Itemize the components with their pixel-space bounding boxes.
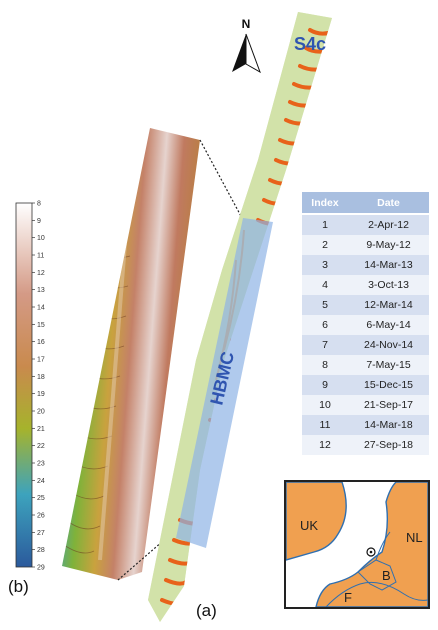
colorbar-tick-label: 14 — [37, 305, 45, 312]
zoom-connector-bottom — [117, 527, 179, 581]
colorbar-tick-label: 21 — [37, 426, 45, 433]
table-row: 12 27-Sep-18 — [302, 435, 429, 455]
france-border — [325, 581, 428, 607]
table-cell-date: 6-May-14 — [348, 315, 429, 335]
table-row: 8 7-May-15 — [302, 355, 429, 375]
colorbar-tick-label: 25 — [37, 495, 45, 502]
table-cell-date: 14-Mar-13 — [348, 255, 429, 275]
table-cell-date: 7-May-15 — [348, 355, 429, 375]
dutch-border — [375, 531, 391, 561]
table-cell-date: 12-Mar-14 — [348, 295, 429, 315]
table-cell-date: 3-Oct-13 — [348, 275, 429, 295]
colorbar-tick-label: 8 — [37, 201, 41, 208]
colorbar-tick-label: 26 — [37, 513, 45, 520]
table-cell-index: 3 — [302, 255, 348, 275]
colorbar-tick-label: 27 — [37, 530, 45, 537]
table-row: 4 3-Oct-13 — [302, 275, 429, 295]
colorbar-tick-label: 18 — [37, 374, 45, 381]
table-cell-index: 11 — [302, 415, 348, 435]
colorbar-tick-label: 11 — [37, 253, 44, 260]
table-row: 9 15-Dec-15 — [302, 375, 429, 395]
colorbar-tick-label: 28 — [37, 547, 45, 554]
table-cell-date: 14-Mar-18 — [348, 415, 429, 435]
table-header-date: Date — [348, 192, 429, 215]
colorbar-tick-label: 23 — [37, 461, 45, 468]
panel-b-label: (b) — [8, 577, 29, 596]
area-label: S4c — [294, 34, 326, 54]
table-cell-date: 27-Sep-18 — [348, 435, 429, 455]
table-cell-index: 1 — [302, 214, 348, 235]
table-cell-index: 7 — [302, 335, 348, 355]
colorbar-tick-label: 17 — [37, 357, 45, 364]
colorbar-tick-label: 29 — [37, 565, 45, 572]
panel-a-label: (a) — [196, 601, 217, 620]
table-cell-index: 5 — [302, 295, 348, 315]
colorbar-tick-label: 15 — [37, 322, 45, 329]
colorbar-tick-label: 9 — [37, 218, 41, 225]
colorbar-tick-label: 16 — [37, 339, 45, 346]
table-row: 6 6-May-14 — [302, 315, 429, 335]
depth-colorbar: 8 9 10 11 12 13 14 15 16 17 18 19 20 21 22 23 24 25 26 27 28… — [15, 201, 45, 572]
table-cell-index: 2 — [302, 235, 348, 255]
colorbar-tick-label: 24 — [37, 478, 45, 485]
table-row: 3 14-Mar-13 — [302, 255, 429, 275]
location-inset-map: UK NL B F — [284, 480, 430, 609]
table-cell-index: 12 — [302, 435, 348, 455]
colorbar-tick-label: 22 — [37, 443, 45, 450]
table-row: 1 2-Apr-12 — [302, 214, 429, 235]
table-cell-date: 2-Apr-12 — [348, 214, 429, 235]
table-cell-index: 4 — [302, 275, 348, 295]
table-cell-index: 10 — [302, 395, 348, 415]
table-row: 5 12-Mar-14 — [302, 295, 429, 315]
table-row: 7 24-Nov-14 — [302, 335, 429, 355]
inset-label-f: F — [344, 590, 352, 605]
north-arrow — [232, 33, 261, 74]
inset-label-b: B — [382, 568, 391, 583]
table-row: 2 9-May-12 — [302, 235, 429, 255]
zoom-connector-top — [199, 139, 243, 219]
continent-landmass — [315, 482, 428, 607]
inset-map-svg: UK NL B F — [286, 482, 428, 607]
inset-label-uk: UK — [300, 518, 318, 533]
table-cell-index: 9 — [302, 375, 348, 395]
table-header-index: Index — [302, 192, 348, 215]
uk-landmass — [286, 482, 347, 561]
north-label: N — [242, 17, 251, 31]
table-cell-date: 9-May-12 — [348, 235, 429, 255]
table-cell-date: 15-Dec-15 — [348, 375, 429, 395]
table-row: 10 21-Sep-17 — [302, 395, 429, 415]
colorbar-tick-label: 13 — [37, 287, 45, 294]
table-row: 11 14-Mar-18 — [302, 415, 429, 435]
study-site-dot — [369, 550, 373, 554]
colorbar-tick-label: 10 — [37, 235, 45, 242]
table-cell-index: 6 — [302, 315, 348, 335]
table-cell-index: 8 — [302, 355, 348, 375]
hbmc-zone — [176, 218, 273, 548]
colorbar-tick-label: 19 — [37, 391, 45, 398]
table-cell-date: 24-Nov-14 — [348, 335, 429, 355]
colorbar-tick-label: 20 — [37, 409, 45, 416]
colorbar-tick-label: 12 — [37, 270, 45, 277]
inset-label-nl: NL — [406, 530, 423, 545]
table-cell-date: 21-Sep-17 — [348, 395, 429, 415]
survey-date-table: Index Date 1 2-Apr-12 2 9-May-12 3 14-Mar-1… — [302, 192, 429, 455]
